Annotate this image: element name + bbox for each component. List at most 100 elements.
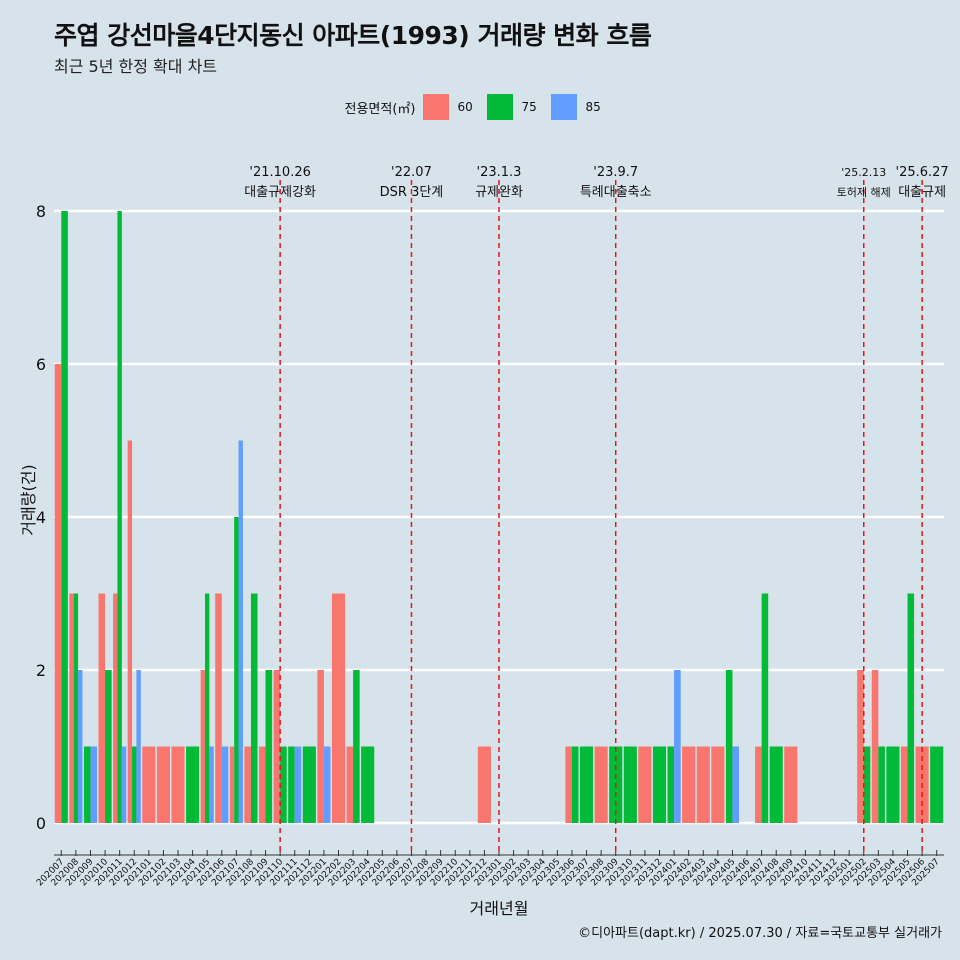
legend-label-60: 60 bbox=[457, 100, 473, 114]
bar-85-202401 bbox=[674, 670, 681, 823]
bar-85-202008 bbox=[78, 670, 83, 823]
bar-85-202201 bbox=[323, 746, 331, 823]
bar-75-202107 bbox=[234, 517, 239, 823]
bar-60-202402 bbox=[682, 746, 696, 823]
bar-60-202102 bbox=[156, 746, 170, 823]
legend-title: 전용면적(㎡) bbox=[344, 101, 416, 117]
chart-subtitle: 최근 5년 한정 확대 차트 bbox=[54, 57, 218, 76]
bar-60-202012 bbox=[127, 440, 133, 823]
legend-item-75: 75 bbox=[487, 94, 543, 120]
bar-85-202107 bbox=[238, 440, 243, 823]
legend-label-75: 75 bbox=[521, 100, 537, 114]
bar-60-202108 bbox=[244, 746, 251, 823]
bar-60-202008 bbox=[69, 593, 74, 823]
annotation-date: '21.10.26 bbox=[249, 165, 310, 180]
bar-60-202011 bbox=[113, 593, 118, 823]
bar-75-202009 bbox=[83, 746, 91, 823]
annotation-date: '23.9.7 bbox=[593, 165, 638, 180]
bar-75-202104 bbox=[186, 746, 200, 823]
bar-60-202105 bbox=[200, 670, 206, 823]
annotation-date: '25.2.13 bbox=[841, 166, 886, 179]
bar-75-202204 bbox=[361, 746, 375, 823]
bar-60-202101 bbox=[142, 746, 156, 823]
bar-75-202011 bbox=[117, 211, 122, 823]
bar-60-202106 bbox=[215, 593, 222, 823]
bar-60-202110 bbox=[273, 670, 281, 823]
bar-75-202105 bbox=[205, 593, 210, 823]
annotation-label: 특례대출축소 bbox=[580, 185, 652, 200]
annotation-label: 규제완화 bbox=[475, 185, 523, 200]
legend-swatch-60 bbox=[423, 94, 450, 120]
annotation-date: '22.07 bbox=[391, 165, 432, 180]
bar-85-202106 bbox=[221, 746, 229, 823]
bar-75-202503 bbox=[878, 746, 885, 823]
bar-60-202409 bbox=[784, 746, 798, 823]
bar-85-202405 bbox=[732, 746, 740, 823]
bar-85-202012 bbox=[136, 670, 141, 823]
bar-60-202212 bbox=[477, 746, 491, 823]
annotation-date: '25.6.27 bbox=[896, 165, 949, 180]
bar-75-202109 bbox=[265, 670, 273, 823]
bar-60-202502 bbox=[857, 670, 864, 823]
bar-60-202403 bbox=[696, 746, 710, 823]
bar-75-202203 bbox=[353, 670, 360, 823]
chart-title: 주엽 강선마을4단지동신 아파트(1993) 거래량 변화 흐름 bbox=[54, 21, 652, 50]
legend-item-60: 60 bbox=[423, 94, 479, 120]
bar-60-202007 bbox=[54, 364, 62, 823]
legend: 전용면적(㎡) 60 75 85 bbox=[0, 92, 960, 122]
bar-60-202109 bbox=[258, 746, 266, 823]
bar-60-202404 bbox=[711, 746, 725, 823]
legend-swatch-75 bbox=[487, 94, 514, 120]
bar-60-202103 bbox=[171, 746, 185, 823]
bar-85-202009 bbox=[90, 746, 98, 823]
y-tick-label: 0 bbox=[36, 814, 46, 833]
bar-75-202306 bbox=[571, 746, 579, 823]
bar-75-202007 bbox=[61, 211, 68, 823]
y-tick-label: 6 bbox=[36, 355, 46, 374]
bar-60-202308 bbox=[594, 746, 608, 823]
x-axis-title: 거래년월 bbox=[470, 899, 529, 918]
legend-item-85: 85 bbox=[551, 94, 607, 120]
bar-75-202505 bbox=[907, 593, 915, 823]
y-tick-label: 8 bbox=[36, 202, 46, 221]
bar-75-202310 bbox=[623, 746, 637, 823]
bar-75-202312 bbox=[652, 746, 667, 823]
bar-75-202111 bbox=[288, 746, 295, 823]
annotation-label: 토허제 해제 bbox=[837, 185, 891, 199]
bar-60-202010 bbox=[98, 593, 106, 823]
bar-75-202110 bbox=[280, 746, 287, 823]
bar-75-202307 bbox=[579, 746, 594, 823]
bar-60-202306 bbox=[565, 746, 572, 823]
bar-75-202008 bbox=[73, 593, 79, 823]
bar-60-202107 bbox=[229, 746, 235, 823]
bar-75-202112 bbox=[302, 746, 316, 823]
bar-60-202505 bbox=[900, 746, 908, 823]
bar-75-202407 bbox=[761, 593, 769, 823]
y-tick-label: 4 bbox=[36, 508, 46, 527]
annotation-label: DSR 3단계 bbox=[380, 185, 444, 200]
bar-75-202502 bbox=[863, 746, 871, 823]
bar-60-202503 bbox=[871, 670, 879, 823]
bar-85-202011 bbox=[121, 746, 127, 823]
bar-75-202108 bbox=[250, 593, 258, 823]
annotation-label: 대출규제 bbox=[898, 185, 946, 200]
bar-60-202201 bbox=[317, 670, 324, 823]
bar-60-202202 bbox=[331, 593, 346, 823]
bar-75-202405 bbox=[725, 670, 733, 823]
y-axis-title: 거래량(건) bbox=[19, 464, 38, 535]
bar-85-202111 bbox=[294, 746, 302, 823]
annotation-label: 대출규제강화 bbox=[244, 185, 316, 200]
annotation-date: '23.1.3 bbox=[477, 165, 522, 180]
source-caption: ©디아파트(dapt.kr) / 2025.07.30 / 자료=국토교통부 실… bbox=[578, 926, 942, 941]
bar-75-202401 bbox=[667, 746, 675, 823]
bar-85-202105 bbox=[209, 746, 214, 823]
bar-75-202408 bbox=[769, 746, 783, 823]
bar-75-202010 bbox=[105, 670, 112, 823]
bar-60-202311 bbox=[638, 746, 652, 823]
bar-60-202407 bbox=[755, 746, 762, 823]
bar-75-202012 bbox=[132, 746, 137, 823]
bar-75-202507 bbox=[930, 746, 944, 823]
y-tick-label: 2 bbox=[36, 661, 46, 680]
legend-swatch-85 bbox=[551, 94, 578, 120]
